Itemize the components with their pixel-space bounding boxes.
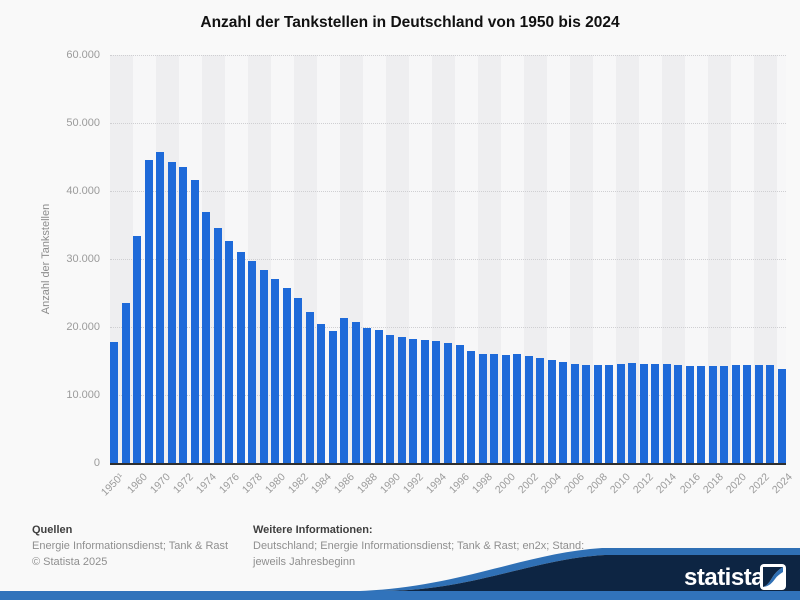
chart-title: Anzahl der Tankstellen in Deutschland vo… (200, 14, 620, 31)
bottom-accent-strip (0, 591, 800, 600)
bar-1995[interactable] (444, 343, 452, 463)
bar-1985[interactable] (328, 331, 337, 463)
bar-2019[interactable] (720, 365, 729, 463)
bar-1999[interactable] (490, 354, 499, 463)
bar-1983[interactable] (305, 312, 314, 463)
bar-2008[interactable] (593, 365, 602, 463)
bar-1950[interactable] (110, 342, 118, 463)
further-info-text-line2: jeweils Jahresbeginn (253, 556, 356, 568)
bar-2003[interactable] (536, 358, 545, 463)
bar-2012[interactable] (639, 363, 648, 463)
sources-text: Energie Informationsdienst; Tank & Rast (32, 540, 229, 552)
bar-2002[interactable] (524, 356, 533, 463)
bar-1991[interactable] (397, 336, 406, 463)
bar-2010[interactable] (616, 364, 625, 463)
bar-2018[interactable] (708, 365, 717, 463)
bar-1973[interactable] (190, 180, 199, 463)
statista-logo-icon[interactable] (760, 564, 786, 590)
bar-1979[interactable] (259, 269, 268, 463)
bar-1980[interactable] (271, 278, 280, 463)
bar-1971[interactable] (167, 162, 176, 463)
bar-2009[interactable] (605, 365, 614, 463)
bar-2016[interactable] (685, 365, 694, 463)
bar-1981[interactable] (282, 287, 291, 463)
gridline (110, 123, 786, 124)
bar-2020[interactable] (731, 365, 740, 463)
bar-2022[interactable] (754, 365, 763, 463)
y-tick-label: 50.000 (66, 117, 100, 129)
y-tick-label: 30.000 (66, 253, 100, 265)
bar-1965[interactable] (144, 160, 153, 463)
bar-1975[interactable] (213, 228, 222, 463)
bar-2006[interactable] (570, 363, 579, 463)
bar-1994[interactable] (432, 341, 441, 463)
bar-1982[interactable] (294, 298, 303, 463)
bar-2013[interactable] (651, 363, 660, 463)
y-tick-label: 0 (93, 457, 100, 469)
further-info-heading: Weitere Informationen: (253, 524, 373, 536)
sources-heading: Quellen (32, 524, 73, 536)
bar-1970[interactable] (156, 151, 165, 463)
y-tick-label: 10.000 (66, 389, 100, 401)
bar-1988[interactable] (363, 328, 372, 463)
y-tick-label: 60.000 (66, 49, 100, 61)
bar-1960[interactable] (133, 235, 142, 463)
bar-2015[interactable] (674, 365, 683, 463)
bar-1986[interactable] (340, 318, 349, 463)
y-tick-label: 40.000 (66, 185, 100, 197)
x-axis-line (110, 463, 786, 465)
copyright-text: © Statista 2025 (32, 556, 108, 568)
y-tick-label: 20.000 (66, 321, 100, 333)
gridline (110, 327, 786, 328)
bar-2007[interactable] (582, 365, 591, 463)
bar-2001[interactable] (513, 354, 522, 463)
gridline (110, 191, 786, 192)
bar-1989[interactable] (374, 330, 383, 463)
bar-2017[interactable] (697, 365, 706, 463)
bar-1984[interactable] (317, 324, 326, 463)
bar-1996[interactable] (455, 345, 464, 463)
further-info-text-line1: Deutschland; Energie Informationsdienst;… (253, 540, 585, 552)
bar-2000[interactable] (501, 354, 510, 463)
bar-2014[interactable] (662, 364, 671, 463)
bar-1977[interactable] (236, 252, 245, 463)
bar-1997[interactable] (467, 350, 476, 463)
bar-1990[interactable] (386, 334, 395, 463)
bar-1993[interactable] (420, 339, 429, 463)
gridline (110, 259, 786, 260)
statista-swoosh-graphic (360, 548, 800, 591)
bar-1972[interactable] (179, 166, 188, 463)
statista-logo-text[interactable]: statista (684, 564, 765, 591)
bar-1974[interactable] (202, 212, 211, 463)
bar-1976[interactable] (225, 241, 234, 463)
bar-2011[interactable] (628, 363, 637, 463)
bar-2004[interactable] (547, 360, 556, 463)
bar-2021[interactable] (743, 365, 752, 463)
bar-1955[interactable] (121, 303, 130, 463)
further-info-block: Weitere Informationen: Deutschland; Ener… (253, 522, 584, 570)
bar-2024[interactable] (778, 368, 786, 463)
gridline (110, 55, 786, 56)
bar-2005[interactable] (559, 362, 568, 463)
bar-1998[interactable] (478, 353, 487, 463)
plot-area (110, 55, 786, 465)
bar-1978[interactable] (248, 261, 257, 463)
sources-block: Quellen Energie Informationsdienst; Tank… (32, 522, 228, 570)
bar-1992[interactable] (409, 338, 418, 463)
bar-1987[interactable] (351, 322, 360, 463)
bar-2023[interactable] (766, 365, 775, 463)
